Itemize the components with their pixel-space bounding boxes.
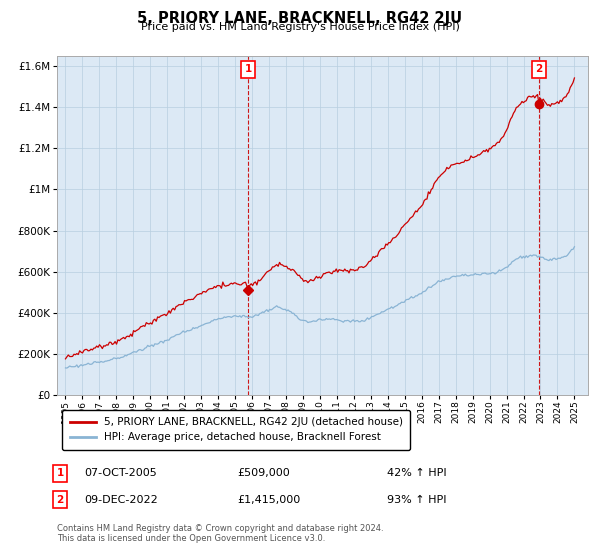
Text: 1: 1: [56, 468, 64, 478]
Text: Price paid vs. HM Land Registry's House Price Index (HPI): Price paid vs. HM Land Registry's House …: [140, 22, 460, 32]
Legend: 5, PRIORY LANE, BRACKNELL, RG42 2JU (detached house), HPI: Average price, detach: 5, PRIORY LANE, BRACKNELL, RG42 2JU (det…: [62, 410, 410, 450]
Text: 2: 2: [536, 64, 543, 74]
Text: 2: 2: [56, 494, 64, 505]
Text: £1,415,000: £1,415,000: [237, 494, 300, 505]
Text: 1: 1: [245, 64, 252, 74]
Text: Contains HM Land Registry data © Crown copyright and database right 2024.: Contains HM Land Registry data © Crown c…: [57, 524, 383, 533]
Text: 42% ↑ HPI: 42% ↑ HPI: [387, 468, 446, 478]
Text: This data is licensed under the Open Government Licence v3.0.: This data is licensed under the Open Gov…: [57, 534, 325, 543]
Text: 93% ↑ HPI: 93% ↑ HPI: [387, 494, 446, 505]
Text: £509,000: £509,000: [237, 468, 290, 478]
Text: 09-DEC-2022: 09-DEC-2022: [84, 494, 158, 505]
Text: 07-OCT-2005: 07-OCT-2005: [84, 468, 157, 478]
Text: 5, PRIORY LANE, BRACKNELL, RG42 2JU: 5, PRIORY LANE, BRACKNELL, RG42 2JU: [137, 11, 463, 26]
